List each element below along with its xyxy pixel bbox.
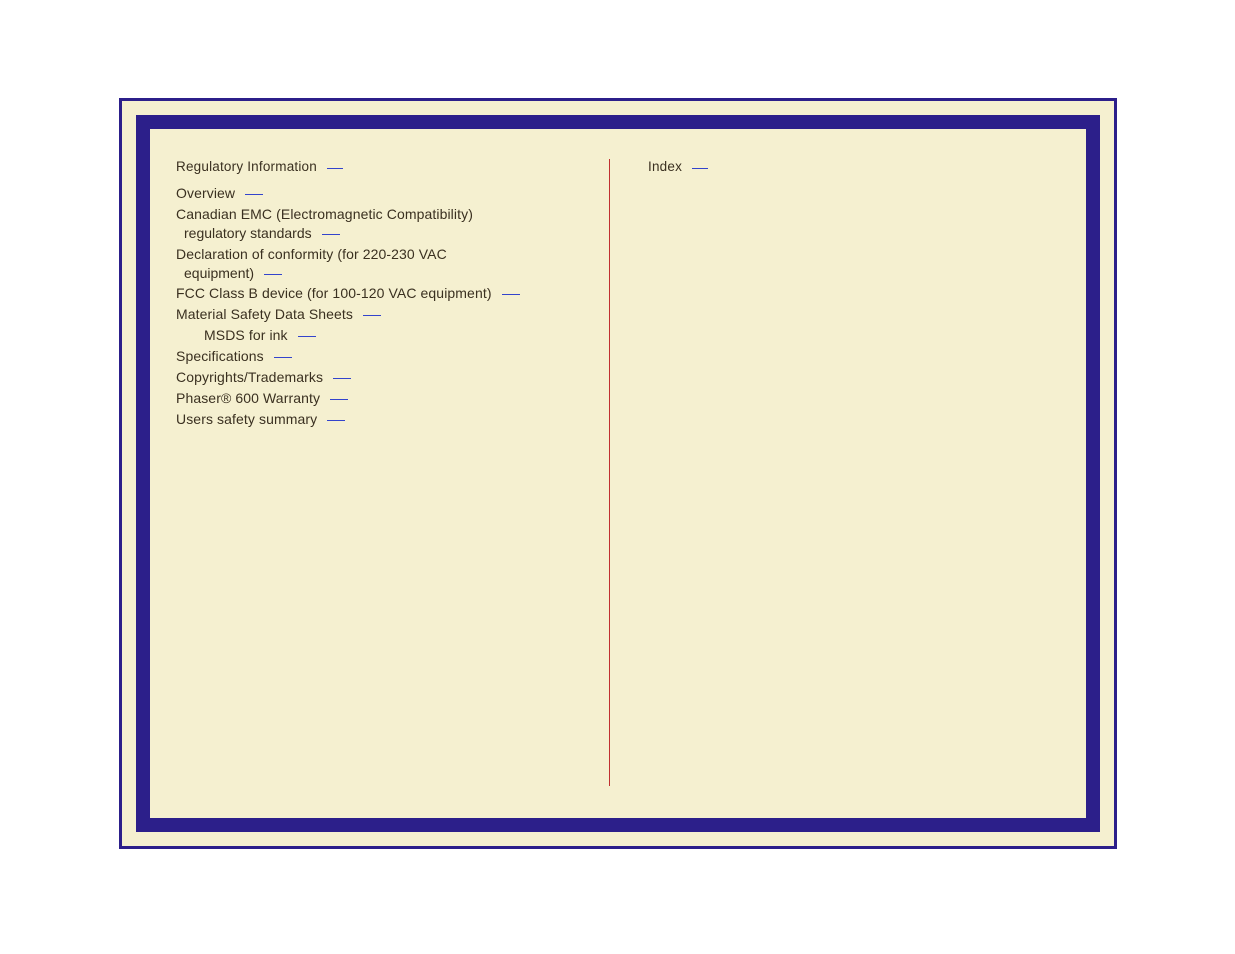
link-tick-icon — [245, 194, 263, 195]
toc-entry-label: MSDS for ink — [204, 327, 288, 343]
toc-entry[interactable]: Specifications — [176, 347, 588, 366]
toc-entry-label: FCC Class B device (for 100-120 VAC equi… — [176, 285, 492, 301]
toc-entry-label: Users safety summary — [176, 411, 317, 427]
left-column: Regulatory Information Overview Canadian … — [176, 159, 608, 808]
toc-entry-label: Material Safety Data Sheets — [176, 306, 353, 322]
toc-entry-label-continuation: regulatory standards — [176, 224, 588, 243]
toc-section-heading[interactable]: Regulatory Information — [176, 159, 588, 174]
link-tick-icon — [330, 399, 348, 400]
index-section-heading[interactable]: Index — [648, 159, 1060, 174]
toc-entry[interactable]: Copyrights/Trademarks — [176, 368, 588, 387]
toc-entry[interactable]: Phaser® 600 Warranty — [176, 389, 588, 408]
link-tick-icon — [333, 378, 351, 379]
toc-entry[interactable]: FCC Class B device (for 100-120 VAC equi… — [176, 284, 588, 303]
outer-frame: Regulatory Information Overview Canadian … — [119, 98, 1117, 849]
toc-entry-label: Overview — [176, 185, 235, 201]
toc-entry[interactable]: MSDS for ink — [176, 326, 588, 345]
toc-heading-label: Regulatory Information — [176, 159, 317, 174]
link-tick-icon — [327, 420, 345, 421]
link-tick-icon — [322, 234, 340, 235]
toc-entry-label-continuation: equipment) — [176, 264, 588, 283]
inner-frame: Regulatory Information Overview Canadian … — [136, 115, 1100, 832]
toc-entry-list: Overview Canadian EMC (Electromagnetic Co… — [176, 184, 588, 429]
link-tick-icon — [327, 168, 343, 169]
toc-entry[interactable]: Users safety summary — [176, 410, 588, 429]
toc-entry-label: Declaration of conformity (for 220-230 V… — [176, 246, 447, 262]
toc-entry-label: Canadian EMC (Electromagnetic Compatibil… — [176, 206, 473, 222]
toc-entry-label: Specifications — [176, 348, 264, 364]
toc-entry-label: Copyrights/Trademarks — [176, 369, 323, 385]
link-tick-icon — [298, 336, 316, 337]
content-area: Regulatory Information Overview Canadian … — [176, 159, 1060, 808]
link-tick-icon — [502, 294, 520, 295]
toc-entry[interactable]: Material Safety Data Sheets — [176, 305, 588, 324]
right-column: Index — [608, 159, 1060, 808]
link-tick-icon — [264, 274, 282, 275]
toc-entry[interactable]: Canadian EMC (Electromagnetic Compatibil… — [176, 205, 588, 243]
index-heading-label: Index — [648, 159, 682, 174]
link-tick-icon — [692, 168, 708, 169]
toc-entry[interactable]: Declaration of conformity (for 220-230 V… — [176, 245, 588, 283]
toc-entry-label: Phaser® 600 Warranty — [176, 390, 320, 406]
toc-entry[interactable]: Overview — [176, 184, 588, 203]
link-tick-icon — [274, 357, 292, 358]
link-tick-icon — [363, 315, 381, 316]
